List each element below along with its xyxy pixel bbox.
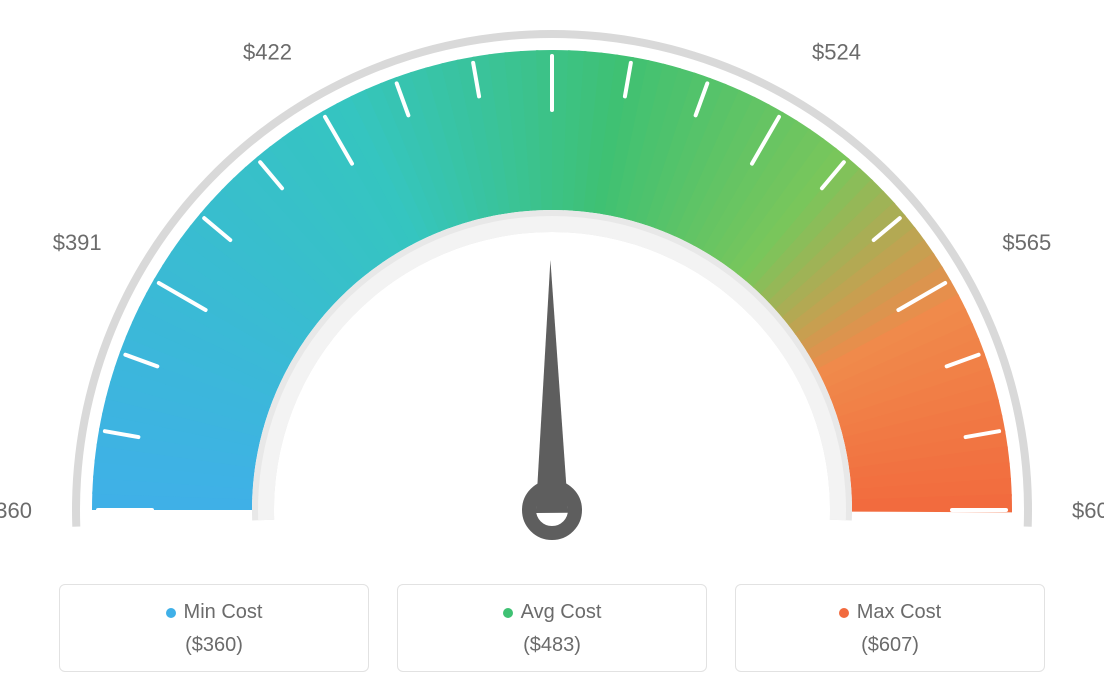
svg-text:$607: $607 <box>1072 498 1104 523</box>
svg-text:$524: $524 <box>812 40 861 65</box>
dot-min <box>166 608 176 618</box>
legend-title-min: Min Cost <box>60 601 368 624</box>
legend-card-min: Min Cost ($360) <box>59 584 369 672</box>
legend-label-min: Min Cost <box>184 601 263 623</box>
legend-label-avg: Avg Cost <box>521 601 602 623</box>
legend-label-max: Max Cost <box>857 601 941 623</box>
legend-title-avg: Avg Cost <box>398 601 706 624</box>
legend-card-max: Max Cost ($607) <box>735 584 1045 672</box>
legend-row: Min Cost ($360) Avg Cost ($483) Max Cost… <box>0 584 1104 672</box>
svg-text:$360: $360 <box>0 498 32 523</box>
legend-value-max: ($607) <box>736 634 1044 657</box>
legend-value-avg: ($483) <box>398 634 706 657</box>
svg-text:$565: $565 <box>1002 230 1051 255</box>
svg-text:$422: $422 <box>243 40 292 65</box>
legend-title-max: Max Cost <box>736 601 1044 624</box>
legend-value-min: ($360) <box>60 634 368 657</box>
dot-max <box>839 608 849 618</box>
gauge-chart: $360$391$422$483$524$565$607 <box>0 0 1104 560</box>
svg-text:$391: $391 <box>53 230 102 255</box>
legend-card-avg: Avg Cost ($483) <box>397 584 707 672</box>
dot-avg <box>503 608 513 618</box>
